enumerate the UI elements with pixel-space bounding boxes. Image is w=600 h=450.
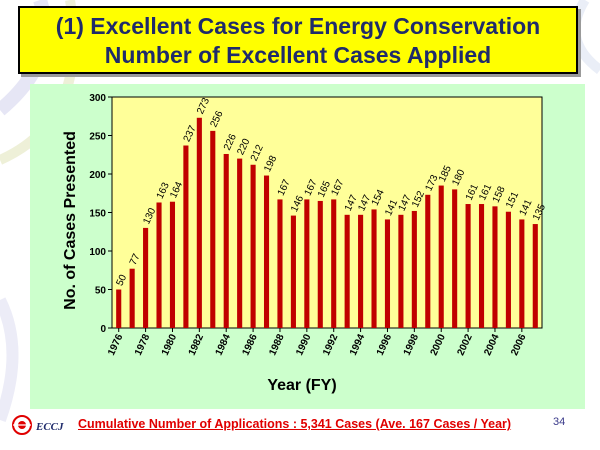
page-number: 34 (553, 416, 566, 428)
bar-1976 (116, 289, 122, 328)
bar-1988 (277, 199, 283, 328)
y-tick-label: 150 (89, 209, 106, 220)
slide-title-line1: (1) Excellent Cases for Energy Conservat… (55, 13, 541, 39)
bar-2003 (478, 204, 485, 328)
y-tick-label: 250 (89, 132, 106, 143)
bar-1983 (210, 130, 216, 328)
slide-title-box: (1) Excellent Cases for Energy Conservat… (18, 6, 578, 74)
bar-1994 (358, 214, 364, 328)
eccj-logo: ECCJ (12, 415, 64, 435)
x-tick-label: 1992 (321, 332, 341, 357)
y-axis-title: No. of Cases Presented (62, 131, 79, 310)
x-tick-label: 1980 (160, 332, 180, 357)
bar-1989 (290, 215, 296, 328)
y-tick-label: 100 (89, 247, 106, 258)
x-tick-label: 1994 (348, 332, 368, 357)
bar-1979 (156, 202, 162, 328)
bar-1986 (250, 164, 256, 328)
bar-1998 (411, 210, 417, 328)
x-tick-label: 1998 (402, 332, 422, 357)
slide-title-line2: Number of Excellent Cases Applied (104, 42, 492, 68)
bar-1997 (398, 214, 404, 328)
bar-2004 (492, 206, 498, 328)
bar-1992 (331, 199, 337, 328)
bar-1982 (196, 117, 202, 328)
x-tick-label: 1982 (187, 332, 207, 357)
bar-2006 (519, 219, 525, 328)
plot-area (111, 96, 543, 329)
bar-2005 (505, 211, 511, 328)
bar-1978 (143, 227, 149, 328)
data-label-1976: 50 (114, 273, 129, 288)
bar-1981 (183, 145, 189, 328)
bar-1990 (304, 199, 310, 328)
x-tick-label: 2000 (429, 332, 449, 357)
bar-2007 (532, 224, 538, 328)
cumulative-applications-note: Cumulative Number of Applications : 5,34… (78, 417, 512, 431)
bar-1987 (263, 175, 270, 328)
x-tick-label: 1988 (267, 332, 287, 357)
bar-1980 (169, 201, 176, 328)
x-tick-label: 1990 (294, 332, 314, 357)
x-tick-label: 1996 (375, 332, 395, 357)
x-tick-label: 2006 (509, 332, 529, 357)
y-tick-label: 0 (100, 324, 106, 335)
y-tick-label: 300 (89, 93, 106, 104)
x-axis-title: Year (FY) (267, 377, 336, 394)
x-tick-label: 1976 (106, 332, 126, 357)
x-tick-label: 1978 (133, 332, 153, 357)
bar-2001 (452, 189, 458, 328)
y-tick-label: 50 (95, 286, 107, 297)
eccj-logo-text: ECCJ (35, 421, 64, 433)
bar-1995 (371, 209, 377, 328)
bar-2002 (465, 204, 471, 328)
x-tick-label: 2004 (482, 332, 502, 357)
bar-1991 (317, 200, 323, 328)
x-tick-label: 2002 (455, 332, 475, 357)
chart-panel: 0 50 100 150 200 250 300 50 77 130 163 164 237 273 256… (30, 84, 585, 409)
bar-2000 (438, 185, 444, 328)
bar-1984 (223, 153, 229, 328)
y-tick-label: 200 (89, 170, 106, 181)
data-label-1977: 77 (128, 252, 143, 267)
bar-1993 (344, 214, 350, 328)
bar-1985 (237, 158, 243, 328)
bar-1977 (129, 268, 135, 328)
x-tick-label: 1984 (214, 332, 234, 357)
bar-chart: 0501001502002503005077130163164237273256… (62, 93, 548, 394)
bar-1996 (384, 219, 391, 328)
bar-1999 (425, 194, 431, 328)
x-tick-label: 1986 (240, 332, 260, 357)
